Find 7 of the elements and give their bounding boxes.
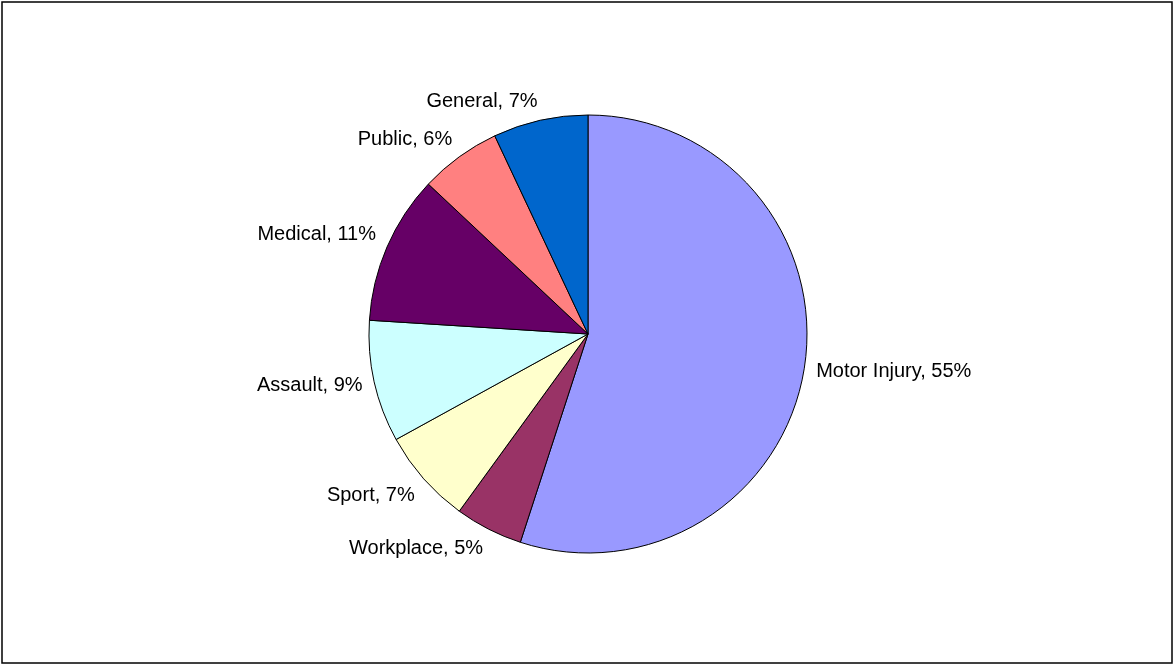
slice-label: Assault, 9% — [256, 373, 363, 396]
slice-label: Sport, 7% — [326, 482, 415, 505]
slice-label: Public, 6% — [357, 127, 453, 150]
slice-label: Motor Injury, 55% — [816, 359, 972, 382]
slice-label: Workplace, 5% — [348, 535, 484, 558]
slice-label: Medical, 11% — [257, 222, 377, 245]
slice-label: General, 7% — [426, 88, 538, 111]
